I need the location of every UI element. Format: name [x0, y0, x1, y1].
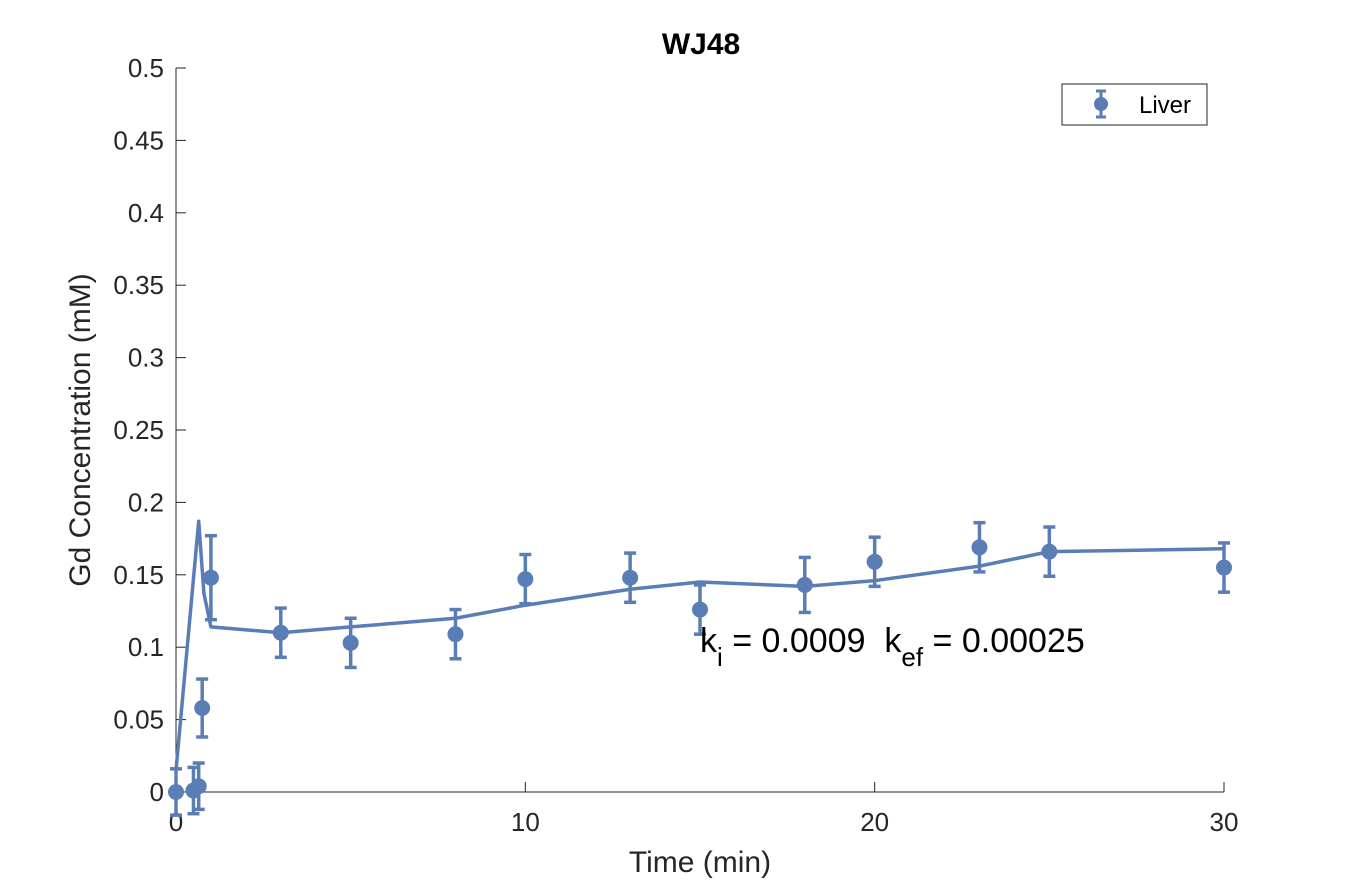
point-marker [190, 778, 207, 795]
legend-box [1061, 83, 1208, 126]
annotation-k1-sub: i [717, 642, 723, 672]
point-marker [1041, 543, 1058, 560]
points-layer [168, 520, 1232, 817]
y-tick-label: 0.25 [113, 415, 164, 445]
x-axis-label: Time (min) [629, 846, 771, 879]
data-point [1216, 541, 1232, 594]
annotation-k2-sub: ef [901, 642, 923, 672]
data-point [866, 535, 883, 589]
legend: Liver [1061, 83, 1208, 126]
point-marker [168, 784, 184, 800]
legend-marker [1094, 89, 1108, 119]
point-marker [517, 571, 534, 588]
data-point [342, 616, 359, 670]
data-point [272, 606, 289, 660]
point-marker [194, 700, 211, 717]
data-point [168, 767, 184, 817]
data-point [517, 552, 534, 606]
y-tick-label: 0.5 [128, 53, 164, 83]
y-tick-label: 0.45 [113, 125, 164, 155]
data-point [202, 533, 219, 622]
chart-title: WJ48 [662, 28, 740, 61]
point-marker [202, 569, 219, 586]
y-tick-label: 0.4 [128, 198, 164, 228]
data-point [447, 607, 464, 661]
x-tick-label: 30 [1210, 807, 1239, 837]
point-marker [447, 626, 464, 643]
y-tick-label: 0.15 [113, 560, 164, 590]
x-tick-label: 10 [511, 807, 540, 837]
data-point [1041, 525, 1058, 578]
point-marker [692, 601, 708, 618]
annotation-eq1: = 0.0009 [723, 622, 885, 660]
legend-label-liver: Liver [1139, 92, 1191, 119]
data-point [692, 583, 708, 636]
point-marker [1216, 559, 1232, 576]
point-marker [796, 576, 813, 593]
annotation-eq2: = 0.00025 [923, 622, 1085, 660]
point-marker [622, 569, 639, 586]
point-marker [866, 553, 883, 570]
y-ticks: 0 0.05 0.1 0.15 0.2 0.25 0.3 0.35 0.4 0.45 0.5 [113, 53, 186, 807]
data-point [971, 520, 988, 574]
data-point [190, 761, 207, 812]
annotation-text: ki = 0.0009 kef = 0.00025 [700, 622, 1085, 672]
axes [175, 68, 1224, 793]
y-tick-label: 0 [150, 777, 164, 807]
y-axis-label: Gd Concentration (mM) [64, 273, 97, 586]
y-tick-label: 0.35 [113, 270, 164, 300]
point-marker [342, 634, 359, 651]
point-marker [971, 539, 988, 556]
y-tick-label: 0.2 [128, 487, 164, 517]
data-point [796, 555, 813, 615]
y-tick-label: 0.3 [128, 343, 164, 373]
point-marker [272, 624, 289, 641]
annotation-k2: k [884, 622, 902, 660]
y-tick-label: 0.05 [113, 705, 164, 735]
y-tick-label: 0.1 [128, 632, 164, 662]
x-ticks: 0 10 20 30 [169, 782, 1239, 837]
data-point [194, 677, 211, 739]
x-tick-label: 20 [860, 807, 889, 837]
annotation-k1: k [700, 622, 718, 660]
data-point [622, 551, 639, 605]
legend-point-marker [1094, 97, 1108, 111]
